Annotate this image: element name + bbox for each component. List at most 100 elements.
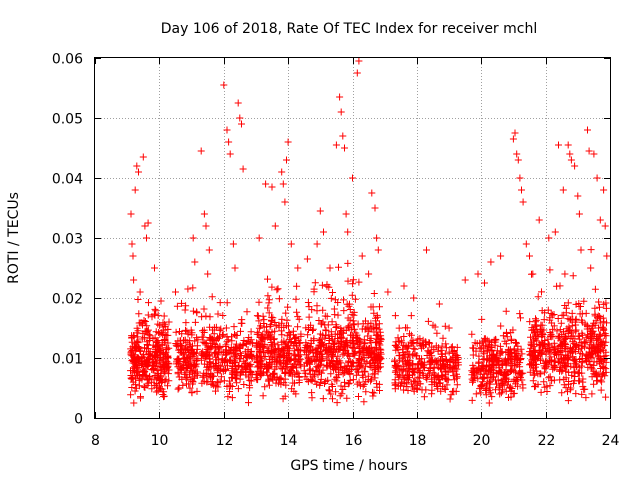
- data-point: [127, 210, 135, 218]
- data-point: [542, 358, 549, 366]
- data-point: [416, 374, 424, 382]
- data-point: [131, 186, 139, 194]
- data-point: [481, 367, 489, 375]
- data-point: [214, 335, 222, 343]
- data-point: [512, 339, 520, 347]
- data-point: [305, 356, 313, 364]
- data-point: [304, 331, 312, 339]
- data-point: [373, 234, 381, 242]
- data-point: [214, 351, 221, 359]
- data-point: [588, 373, 596, 381]
- data-point: [128, 384, 136, 391]
- data-point: [468, 330, 476, 338]
- data-point: [572, 343, 580, 351]
- data-point: [325, 386, 333, 394]
- data-point: [128, 240, 136, 248]
- data-point: [204, 360, 212, 368]
- data-point: [441, 363, 449, 371]
- data-point: [301, 373, 309, 381]
- data-point: [349, 376, 357, 384]
- data-point: [566, 326, 574, 334]
- data-point: [511, 129, 519, 137]
- data-point: [204, 270, 212, 278]
- data-point: [144, 311, 152, 319]
- data-point: [444, 376, 452, 384]
- data-point: [144, 359, 152, 367]
- data-point: [401, 374, 409, 382]
- data-point: [154, 320, 162, 328]
- data-point: [182, 319, 190, 327]
- data-point: [532, 322, 540, 330]
- data-point: [434, 375, 442, 383]
- data-point: [475, 352, 483, 360]
- data-point: [594, 352, 602, 360]
- data-point: [471, 374, 479, 382]
- data-point: [421, 364, 428, 372]
- data-point: [472, 390, 480, 398]
- data-point: [206, 334, 214, 341]
- data-point: [561, 270, 569, 278]
- data-point: [346, 306, 354, 313]
- data-point: [377, 336, 385, 344]
- data-point: [567, 349, 575, 357]
- data-point: [484, 355, 492, 363]
- data-point: [360, 398, 368, 406]
- data-point: [316, 379, 324, 387]
- data-point: [600, 324, 607, 332]
- data-point: [596, 313, 604, 320]
- data-point: [285, 322, 292, 330]
- data-point: [480, 350, 488, 358]
- data-point: [345, 379, 353, 387]
- data-point: [223, 126, 231, 134]
- data-point: [469, 351, 477, 359]
- data-point: [261, 383, 269, 391]
- data-point: [191, 258, 199, 266]
- data-point: [530, 362, 538, 369]
- data-point: [151, 264, 158, 272]
- data-point: [330, 305, 338, 313]
- data-point: [499, 379, 507, 387]
- data-point: [184, 355, 192, 363]
- data-point: [488, 347, 496, 355]
- data-point: [348, 363, 356, 371]
- data-point: [329, 395, 336, 403]
- data-point: [259, 330, 267, 338]
- data-point: [587, 351, 595, 359]
- data-point: [180, 337, 187, 344]
- y-tick-label: 0.06: [52, 52, 83, 68]
- data-point: [153, 338, 160, 346]
- data-point: [371, 353, 378, 361]
- data-point: [584, 331, 591, 339]
- data-point: [469, 369, 477, 376]
- data-point: [329, 289, 336, 296]
- data-point: [339, 370, 347, 378]
- data-point: [546, 382, 554, 390]
- data-point: [340, 307, 348, 315]
- data-point: [343, 351, 351, 359]
- data-point: [587, 364, 595, 371]
- data-point: [362, 317, 369, 325]
- data-point: [264, 371, 272, 379]
- data-point: [214, 310, 222, 318]
- data-point: [149, 335, 157, 343]
- data-point: [259, 342, 267, 350]
- data-point: [516, 370, 524, 377]
- data-point: [131, 380, 139, 388]
- data-point: [428, 358, 436, 366]
- data-point: [337, 108, 345, 116]
- data-point: [602, 365, 610, 373]
- data-point: [534, 352, 542, 360]
- data-point: [368, 375, 375, 383]
- data-point: [367, 334, 375, 342]
- data-point: [341, 144, 348, 152]
- data-point: [591, 304, 599, 312]
- data-point: [197, 147, 205, 155]
- data-point: [549, 325, 557, 333]
- data-point: [430, 346, 438, 354]
- data-point: [184, 330, 192, 338]
- data-point: [351, 348, 359, 356]
- data-point: [178, 299, 185, 307]
- data-point: [558, 389, 566, 397]
- data-point: [231, 264, 239, 272]
- data-point: [347, 331, 354, 339]
